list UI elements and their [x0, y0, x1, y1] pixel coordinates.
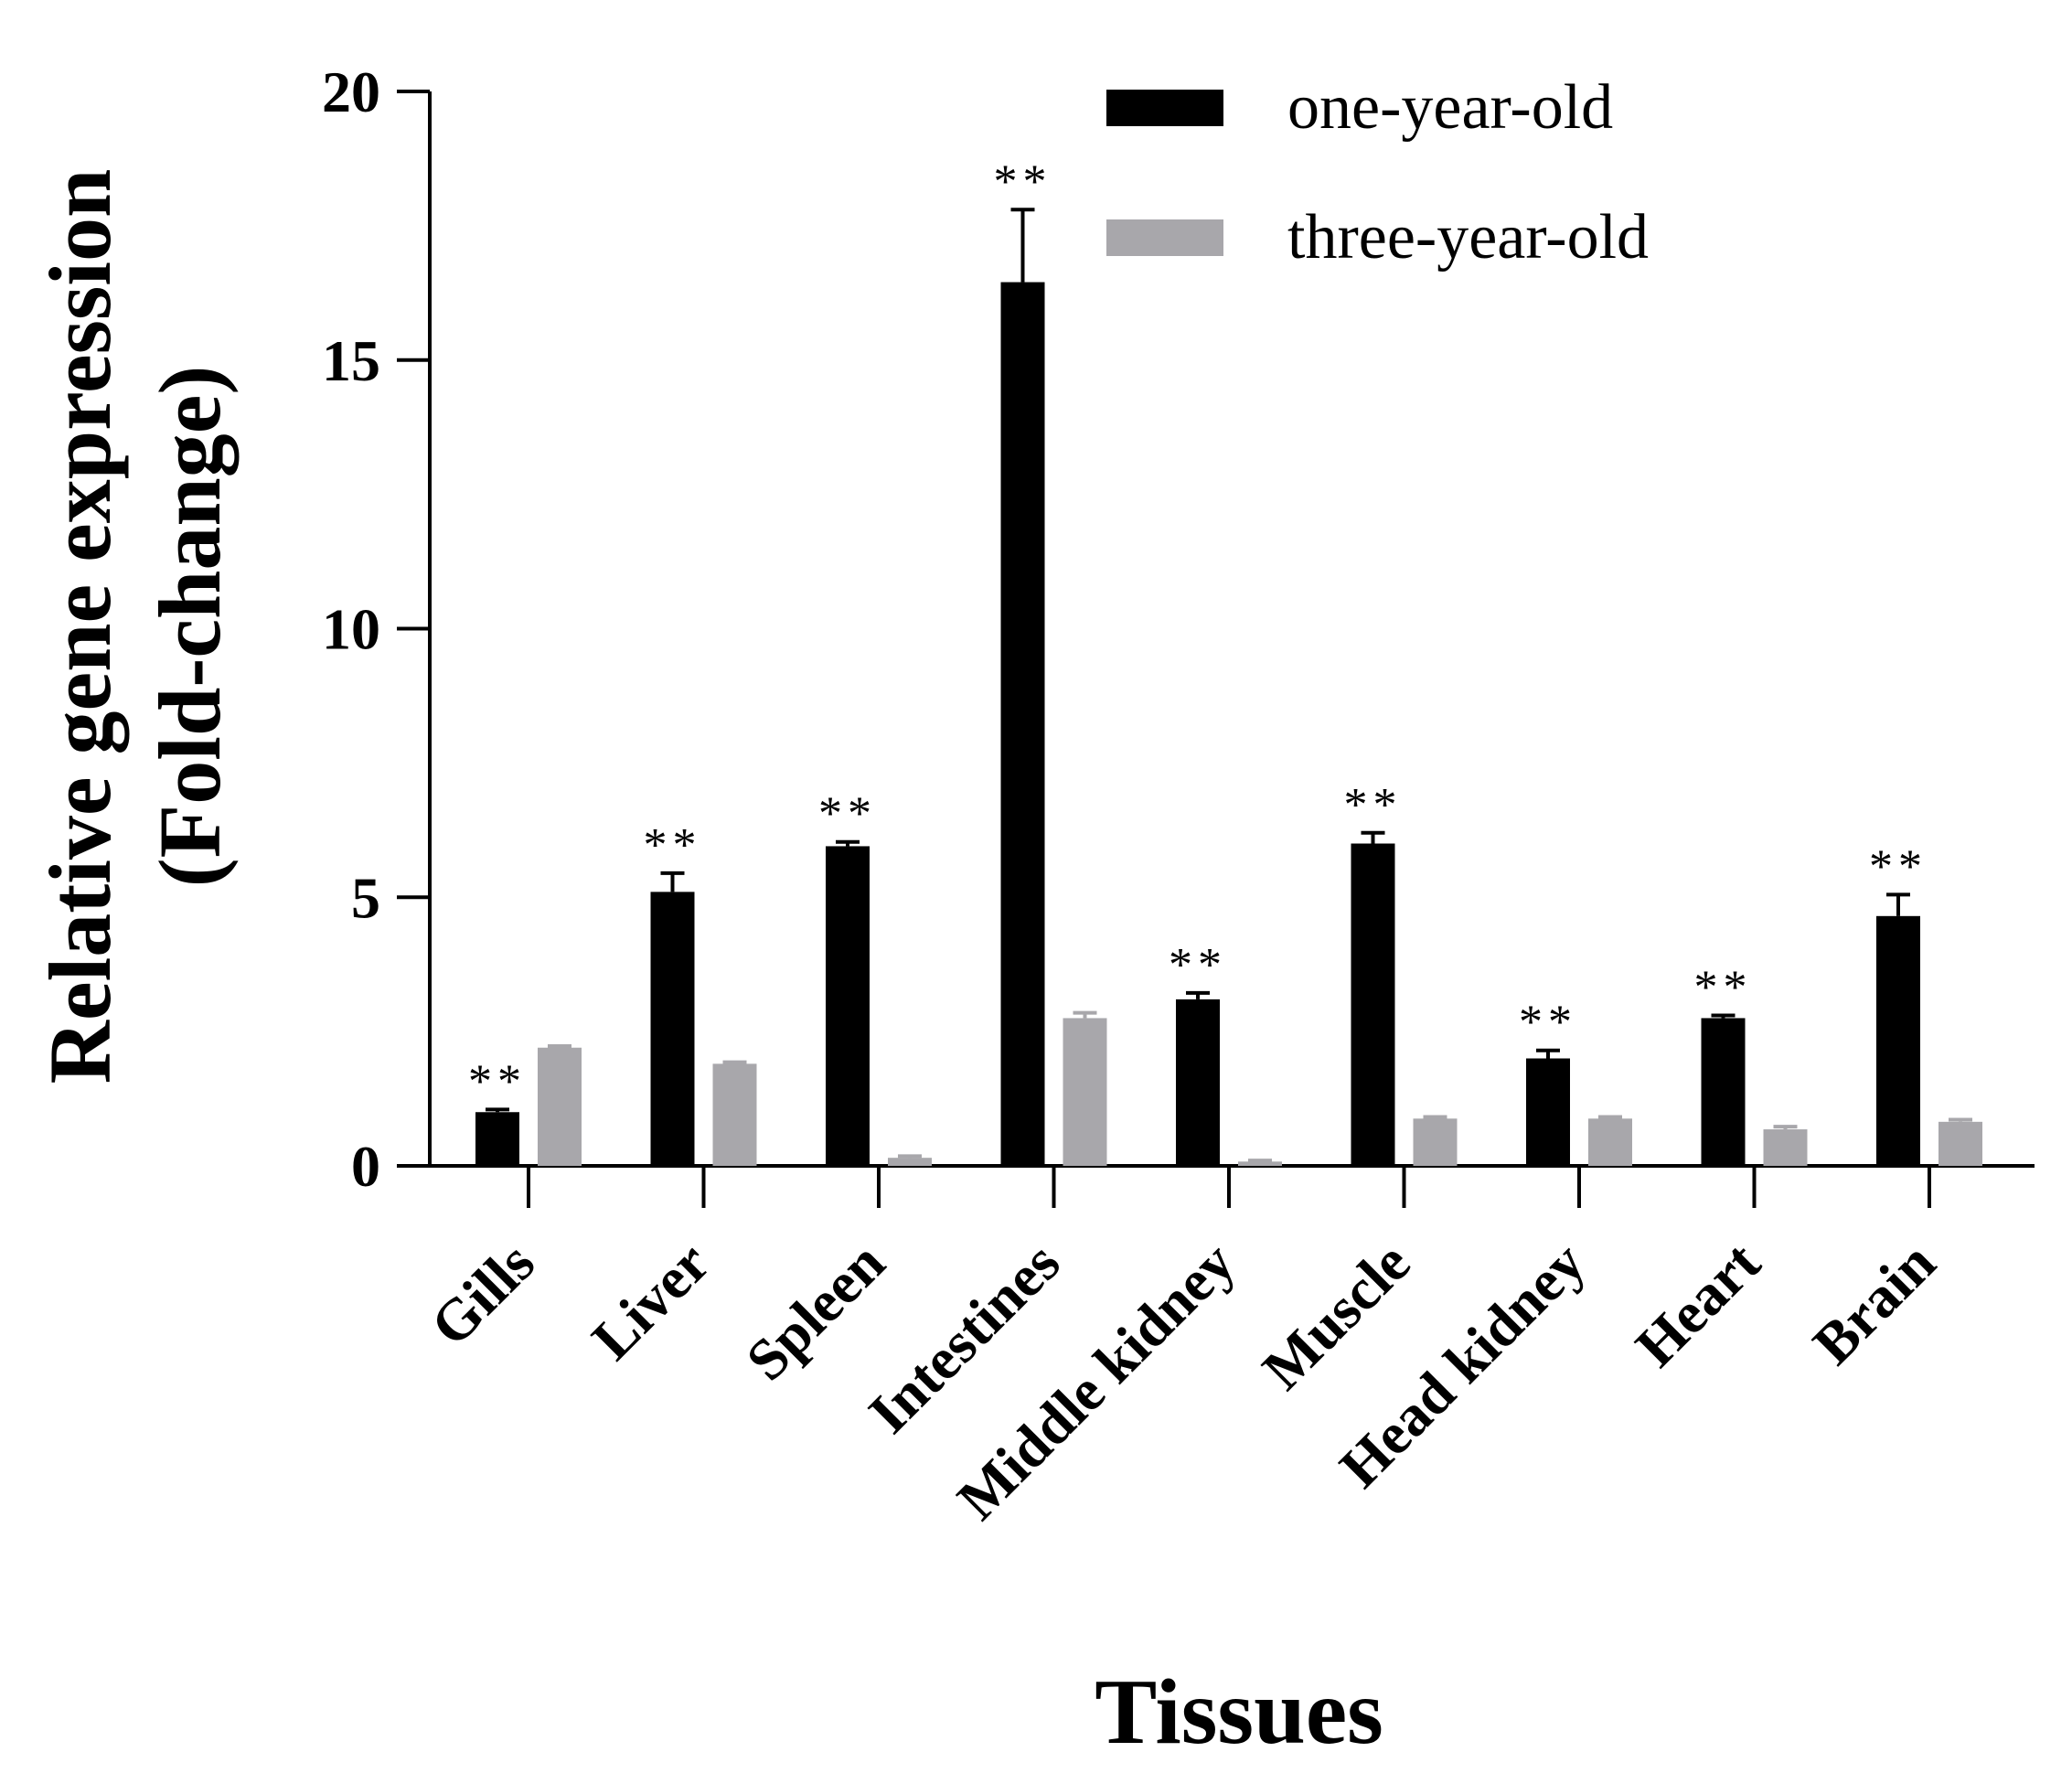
bar-three-year-old-head-kidney — [1588, 1118, 1632, 1166]
y-tick-label: 0 — [351, 1134, 380, 1199]
bar-one-year-old-brain — [1876, 915, 1920, 1166]
bars: ** ** ** ** ** ** ** ** ** — [468, 155, 1982, 1166]
bar-three-year-old-brain — [1938, 1121, 1982, 1166]
bar-one-year-old-liver — [650, 892, 695, 1166]
significance-marker: ** — [1694, 962, 1753, 1014]
significance-marker: ** — [644, 819, 702, 871]
x-axis-title: Tissues — [1095, 1661, 1383, 1764]
bar-one-year-old-gills — [475, 1112, 519, 1166]
significance-marker: ** — [994, 155, 1052, 208]
x-tick-label-brain: Brain — [1800, 1230, 1948, 1377]
x-tick-label-gills: Gills — [418, 1230, 547, 1359]
bar-three-year-old-middle-kidney — [1238, 1161, 1282, 1166]
x-tick-label-liver: Liver — [580, 1230, 722, 1373]
legend-label-one-year-old: one-year-old — [1287, 72, 1613, 143]
y-tick-label: 10 — [322, 597, 380, 662]
y-tick-label: 15 — [322, 328, 380, 393]
significance-marker: ** — [1344, 779, 1403, 831]
legend-swatch-one-year-old — [1106, 90, 1223, 126]
x-tick-label-muscle: Muscle — [1250, 1230, 1422, 1402]
bar-three-year-old-muscle — [1413, 1118, 1458, 1166]
bar-one-year-old-heart — [1701, 1018, 1746, 1166]
bar-three-year-old-intestines — [1063, 1018, 1107, 1166]
y-axis-title-line: Relative gene expression — [31, 169, 129, 1084]
legend-swatch-three-year-old — [1106, 219, 1223, 256]
significance-marker: ** — [818, 788, 877, 840]
y-tick-label: 5 — [351, 865, 380, 930]
bar-one-year-old-head-kidney — [1526, 1058, 1570, 1166]
bar-one-year-old-muscle — [1351, 843, 1395, 1166]
bar-three-year-old-liver — [712, 1063, 757, 1166]
significance-marker: ** — [1869, 840, 1928, 892]
y-axis-title: Relative gene expression (Fold-change) — [31, 169, 239, 1084]
x-tick-label-spleen: Spleen — [733, 1230, 896, 1393]
bar-three-year-old-spleen — [888, 1158, 932, 1166]
legend-label-three-year-old: three-year-old — [1287, 202, 1649, 272]
bar-three-year-old-gills — [538, 1047, 582, 1166]
x-tick-label-heart: Heart — [1623, 1229, 1773, 1379]
bar-one-year-old-middle-kidney — [1176, 999, 1220, 1166]
y-axis-title-line: (Fold-change) — [141, 366, 239, 888]
bar-one-year-old-intestines — [1000, 282, 1045, 1166]
bar-one-year-old-spleen — [826, 846, 870, 1166]
y-tick-label: 20 — [322, 59, 380, 124]
significance-marker: ** — [1519, 997, 1577, 1049]
y-axis: 0 5 10 15 20 — [322, 59, 432, 1199]
significance-marker: ** — [468, 1055, 527, 1107]
significance-marker: ** — [1169, 939, 1227, 991]
legend: one-year-old three-year-old — [1106, 72, 1649, 272]
bar-three-year-old-heart — [1763, 1129, 1808, 1166]
